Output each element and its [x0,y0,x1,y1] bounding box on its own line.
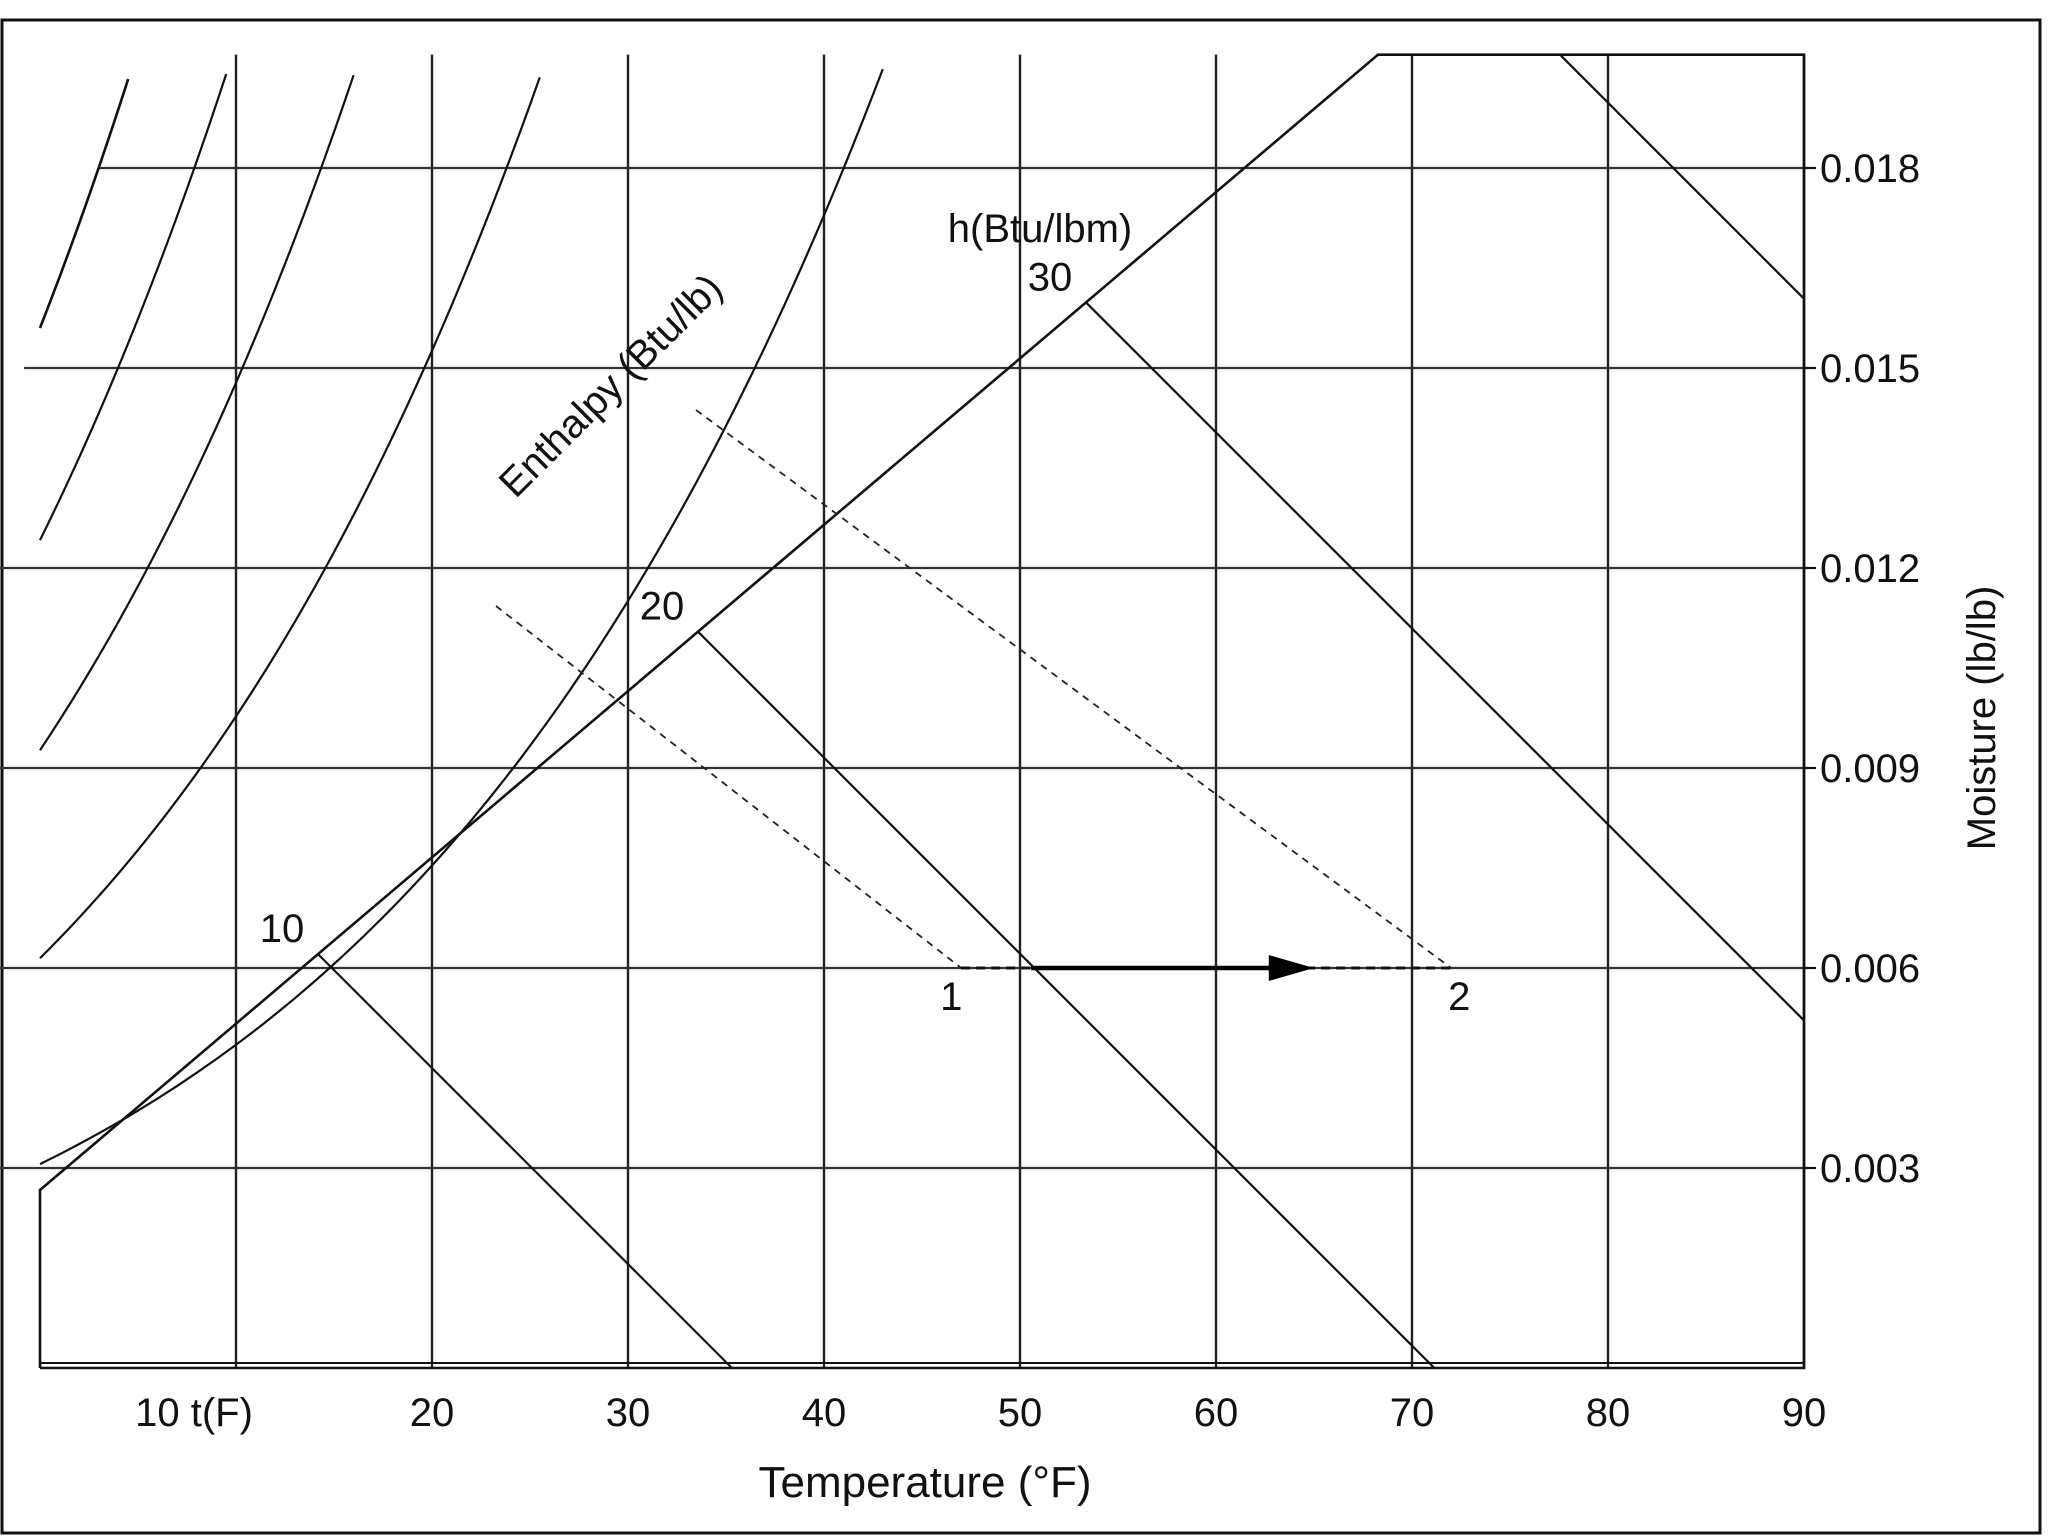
rh-curve-20 [39,68,884,1166]
labels-layer: 0.018 0.015 0.012 0.009 0.006 0.003 10 t(F) 20 3… [135,147,1920,1435]
y-tick-label: 0.003 [1820,1147,1920,1191]
enthalpy-layer [317,53,1805,1369]
y-tick-label: 0.012 [1820,547,1920,591]
x-tick-label: 80 [1586,1391,1631,1435]
y-axis-title: Moisture (lb/lb) [1960,586,2004,851]
rh-curve-80 [39,73,228,541]
rh-curve-40 [39,76,541,959]
x-tick-label: 30 [606,1391,651,1435]
x-tick-label: 70 [1390,1391,1435,1435]
state-point-label: 1 [940,975,962,1019]
x-tick-label: 90 [1782,1391,1827,1435]
rh-curve-100 [38,78,130,329]
x-tick-label: 40 [802,1391,847,1435]
enthalpy-label: 30 [1028,255,1073,299]
enthalpy-label: 20 [640,585,685,629]
enthalpy-label: 10 [260,907,305,951]
x-tick-label: 60 [1194,1391,1239,1435]
enthalpy-line [697,630,1436,1369]
y-tick-label: 0.018 [1820,147,1920,191]
chart-boundary-layer [38,53,1806,1370]
curves-layer [38,68,884,1166]
enthalpy-line [317,953,733,1369]
enthalpy-line [1559,53,1805,300]
process-arrowhead [1268,955,1314,981]
rh-curve-60 [39,74,355,751]
enthalpy-unit-label: h(Btu/lbm) [948,207,1133,251]
grid-layer [0,54,1816,1368]
dashed-enthalpy-guide [695,409,1452,969]
x-tick-label: 20 [410,1391,455,1435]
enthalpy-axis-title: Enthalpy (Btu/lb) [491,266,731,506]
y-tick-label: 0.015 [1820,347,1920,391]
x-axis-title: Temperature (°F) [758,1458,1091,1507]
process-layer [495,409,1452,981]
dashed-enthalpy-guide [495,605,962,969]
y-tick-label: 0.006 [1820,947,1920,991]
chart-boundary [38,53,1806,1370]
state-point-label: 2 [1448,975,1470,1019]
outer-frame [0,18,2042,1535]
x-tick-label: 10 t(F) [135,1391,253,1435]
enthalpy-line [1085,301,1805,1022]
x-tick-label: 50 [998,1391,1043,1435]
y-tick-label: 0.009 [1820,747,1920,791]
